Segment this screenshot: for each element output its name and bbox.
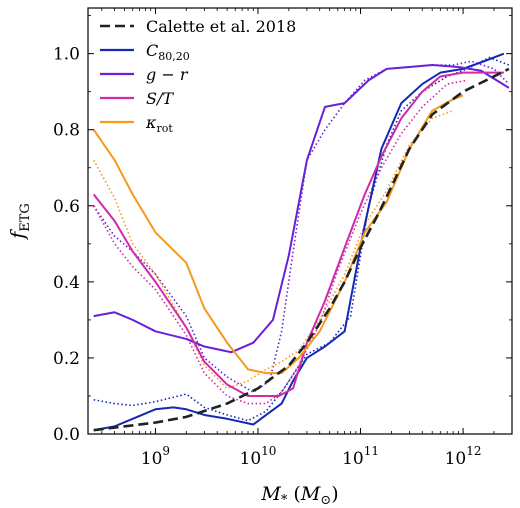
y-tick-label: 0.0 [53, 425, 80, 445]
legend-label: S/T [146, 89, 174, 108]
y-tick-label: 1.0 [53, 45, 80, 65]
x-axis-label: M* (M⊙) [260, 483, 338, 508]
y-axis-label: fETG [7, 203, 33, 241]
x-tick-label: 109 [141, 444, 170, 469]
series-line-4 [93, 60, 510, 393]
axis-labels: M* (M⊙) fETG [7, 203, 339, 508]
series-line-1 [93, 52, 505, 432]
legend-label: κrot [145, 113, 173, 135]
series-layer [92, 52, 510, 432]
y-tick-label: 0.2 [53, 349, 80, 369]
legend-label: C80,20 [146, 41, 190, 63]
legend-label: g − r [146, 65, 189, 84]
y-tick-label: 0.4 [53, 273, 80, 293]
x-tick-label: 1011 [342, 444, 379, 469]
series-line-6 [92, 79, 468, 405]
x-tick-label: 1010 [240, 444, 277, 469]
series-line-7 [92, 94, 464, 375]
series-line-8 [92, 109, 454, 390]
series-line-3 [93, 64, 510, 354]
y-tick-label: 0.6 [53, 197, 80, 217]
series-line-2 [93, 56, 510, 422]
legend-label: Calette et al. 2018 [146, 17, 296, 36]
legend: Calette et al. 2018 C80,20 g − r S/T κrot [100, 17, 296, 135]
series-line-5 [92, 71, 504, 397]
x-tick-label: 1012 [445, 444, 482, 469]
ticks-layer: 0.0 0.2 0.4 0.6 0.8 1.0 109 1010 1011 1012 [53, 8, 513, 469]
series-line-0 [93, 67, 510, 432]
plot-frame [87, 7, 513, 435]
y-tick-label: 0.8 [53, 121, 80, 141]
